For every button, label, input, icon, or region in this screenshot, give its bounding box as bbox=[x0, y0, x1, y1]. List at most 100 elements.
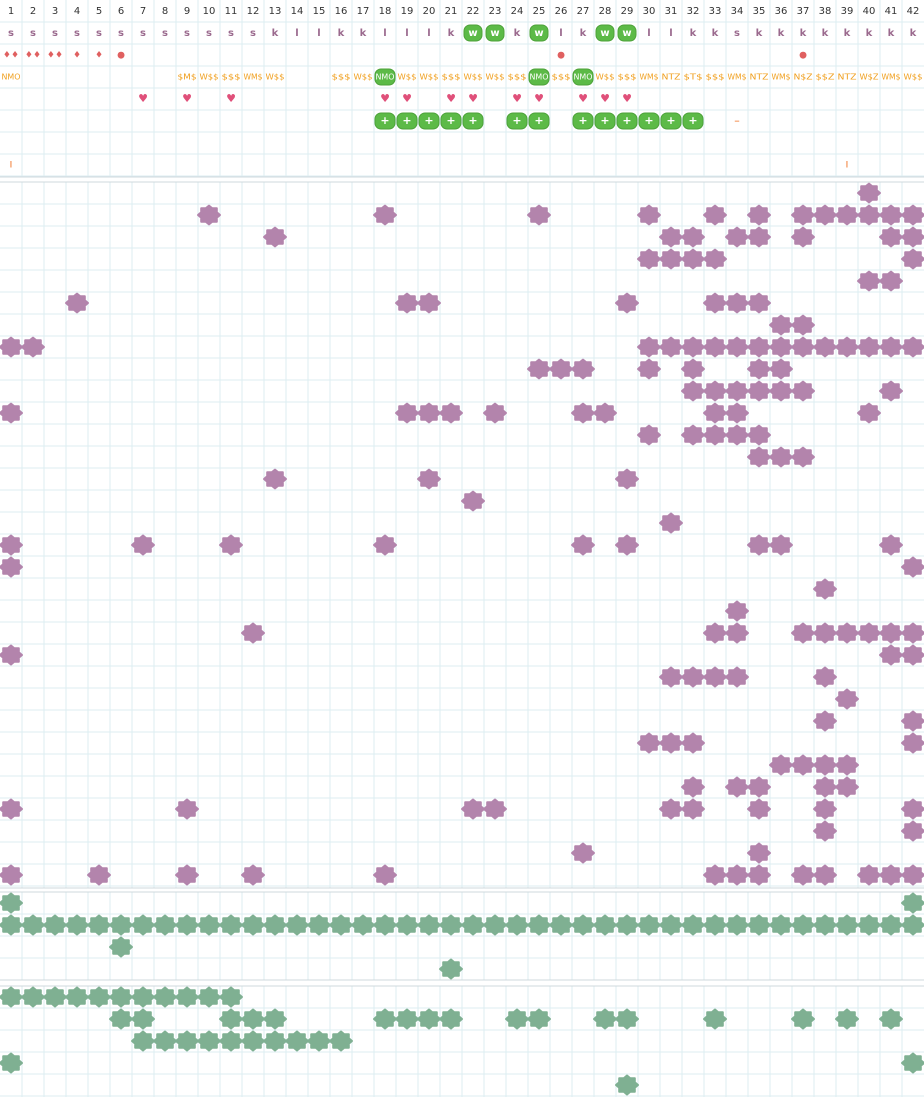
blob bbox=[21, 986, 45, 1008]
blob bbox=[109, 1008, 133, 1030]
day-letter: l bbox=[405, 28, 408, 39]
blob bbox=[21, 336, 45, 358]
blob bbox=[681, 248, 705, 270]
heart: ♥ bbox=[468, 92, 478, 105]
blob bbox=[131, 1030, 155, 1052]
blob bbox=[87, 864, 111, 886]
blob bbox=[483, 914, 507, 936]
badge bbox=[462, 112, 484, 130]
day-letter: k bbox=[360, 28, 367, 39]
blob bbox=[0, 892, 23, 914]
blob bbox=[879, 914, 903, 936]
day-letter: s bbox=[250, 28, 256, 39]
badge bbox=[528, 68, 550, 86]
code: W$Z bbox=[860, 73, 880, 82]
blob bbox=[351, 914, 375, 936]
blob bbox=[835, 776, 859, 798]
code: $M$ bbox=[178, 73, 197, 82]
column-number: 2 bbox=[30, 6, 36, 17]
blob bbox=[791, 914, 815, 936]
blob bbox=[395, 402, 419, 424]
code: NMO bbox=[2, 73, 21, 82]
blob bbox=[0, 336, 23, 358]
blob bbox=[769, 446, 793, 468]
blob bbox=[725, 864, 749, 886]
code: W$$ bbox=[464, 73, 483, 82]
heart: ♥ bbox=[578, 92, 588, 105]
plus: + bbox=[578, 114, 587, 127]
day-letter: k bbox=[338, 28, 345, 39]
blob bbox=[681, 914, 705, 936]
badge bbox=[616, 112, 638, 130]
blob bbox=[703, 914, 727, 936]
blob bbox=[769, 534, 793, 556]
blob bbox=[747, 380, 771, 402]
blob bbox=[65, 914, 89, 936]
blob bbox=[791, 336, 815, 358]
column-number: 7 bbox=[140, 6, 146, 17]
blob bbox=[703, 336, 727, 358]
day-letter: k bbox=[580, 28, 587, 39]
day-letter: l bbox=[317, 28, 320, 39]
separator bbox=[0, 980, 924, 986]
blob bbox=[373, 204, 397, 226]
drop: ♦ bbox=[95, 51, 103, 61]
blob bbox=[505, 914, 529, 936]
column-number: 26 bbox=[555, 6, 568, 17]
blob bbox=[43, 914, 67, 936]
day-letter: l bbox=[427, 28, 430, 39]
code: $$$ bbox=[552, 73, 571, 82]
blob bbox=[747, 358, 771, 380]
blob bbox=[263, 914, 287, 936]
day-letter: k bbox=[778, 28, 785, 39]
blob bbox=[681, 424, 705, 446]
blob bbox=[791, 864, 815, 886]
blob bbox=[417, 1008, 441, 1030]
blob bbox=[659, 798, 683, 820]
blob bbox=[219, 986, 243, 1008]
blob bbox=[835, 754, 859, 776]
blob bbox=[109, 914, 133, 936]
blob bbox=[593, 1008, 617, 1030]
blob bbox=[879, 864, 903, 886]
blob bbox=[835, 622, 859, 644]
blob bbox=[879, 336, 903, 358]
blob bbox=[725, 226, 749, 248]
column-number: 5 bbox=[96, 6, 102, 17]
blob bbox=[791, 380, 815, 402]
blob bbox=[725, 622, 749, 644]
blob bbox=[703, 424, 727, 446]
day-letter: k bbox=[756, 28, 763, 39]
blob bbox=[527, 204, 551, 226]
blob bbox=[703, 622, 727, 644]
column-number: 35 bbox=[753, 6, 766, 17]
blob bbox=[901, 622, 924, 644]
plus: + bbox=[468, 114, 477, 127]
code: W$$ bbox=[354, 73, 373, 82]
drop: ● bbox=[117, 51, 125, 61]
code: W$$ bbox=[398, 73, 417, 82]
day-letter: w bbox=[534, 28, 543, 39]
blob bbox=[879, 534, 903, 556]
plus: + bbox=[512, 114, 521, 127]
badge bbox=[374, 112, 396, 130]
blob bbox=[769, 754, 793, 776]
blob bbox=[637, 248, 661, 270]
blob bbox=[263, 468, 287, 490]
blob bbox=[703, 864, 727, 886]
blob bbox=[571, 914, 595, 936]
blob bbox=[659, 248, 683, 270]
blob bbox=[901, 226, 924, 248]
column-number: 23 bbox=[489, 6, 502, 17]
blob bbox=[769, 336, 793, 358]
blob bbox=[835, 688, 859, 710]
blob bbox=[527, 358, 551, 380]
blob bbox=[725, 666, 749, 688]
heart: ♥ bbox=[534, 92, 544, 105]
badge bbox=[396, 112, 418, 130]
marker: I bbox=[10, 161, 13, 171]
blob bbox=[901, 1052, 924, 1074]
badge bbox=[440, 112, 462, 130]
blob bbox=[791, 622, 815, 644]
